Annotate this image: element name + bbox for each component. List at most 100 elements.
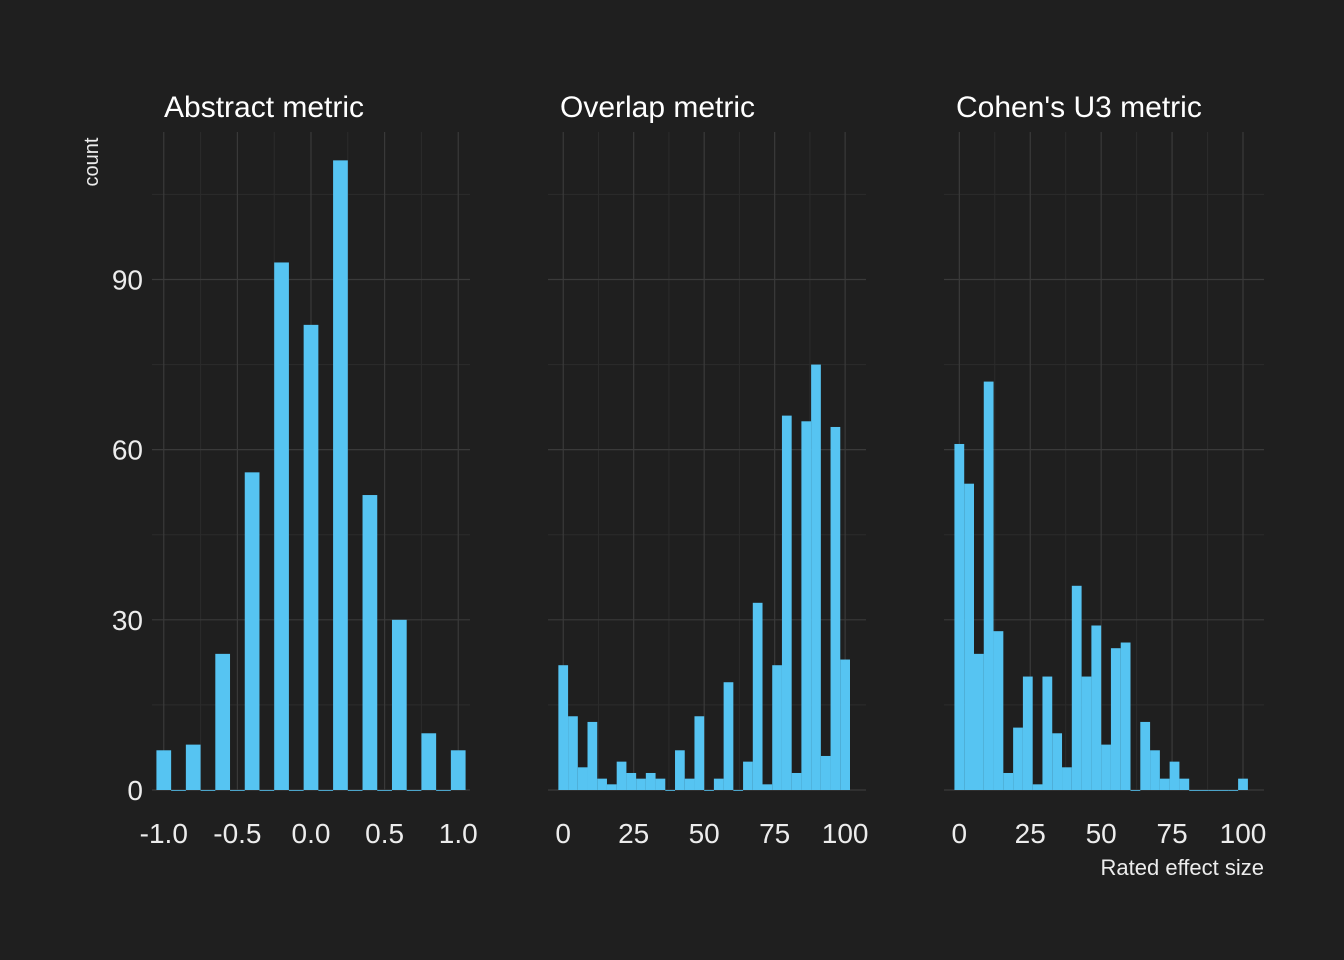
histogram-bar [733,790,744,791]
histogram-bar [964,483,974,790]
x-tick-label: 50 [1086,818,1117,849]
histogram-bar [752,602,763,790]
histogram-bar [362,495,378,790]
histogram-bar [983,381,994,790]
histogram-bar [274,262,289,790]
histogram-bar [1110,648,1121,790]
histogram-bar [1101,744,1111,790]
histogram-bar [450,750,466,790]
histogram-bar [801,421,812,790]
histogram-bar [1140,721,1151,790]
histogram-bar [171,790,186,791]
histogram-bar [558,665,569,790]
histogram-bar [645,772,656,790]
histogram-bar [568,716,578,790]
x-tick-label: 100 [822,818,869,849]
histogram-bar [1013,727,1023,790]
histogram-bar [303,324,319,790]
histogram-bar [713,778,724,790]
histogram-bar [830,426,841,790]
histogram-bar [1150,750,1160,790]
histogram-bar [288,790,304,791]
histogram-bar [215,653,231,790]
x-axis-label: Rated effect size [1101,855,1264,880]
histogram-bar [1052,733,1063,790]
histogram-bar [1091,625,1102,790]
x-tick-label: 25 [618,818,649,849]
histogram-bar [1042,676,1053,790]
histogram-bar [587,721,598,790]
panel-title: Abstract metric [164,91,364,124]
histogram-bar [626,772,637,790]
histogram-bar [1062,767,1072,790]
x-tick-label: 0.5 [365,818,404,849]
x-tick-label: 75 [759,818,790,849]
histogram-bar [694,716,705,790]
histogram-bar [391,619,407,790]
histogram-bar [1120,642,1131,790]
histogram-bar [1159,778,1170,790]
x-tick-label: 0 [952,818,968,849]
histogram-bar [333,160,348,791]
histogram-bar [655,778,666,790]
histogram-bar [1179,778,1190,790]
histogram-bar [743,761,753,790]
histogram-bar [762,784,773,790]
x-tick-label: -1.0 [140,818,188,849]
x-tick-label: 1.0 [439,818,478,849]
histogram-bar [347,790,363,791]
histogram-bar [156,750,172,790]
histogram-bar [616,761,627,790]
histogram-bar [665,790,676,791]
histogram-bar [185,744,201,790]
histogram-bar [577,767,588,790]
histogram-bar [1003,772,1014,790]
histogram-bar [406,790,422,791]
histogram-bar [684,778,695,790]
histogram-bar [1198,790,1209,791]
histogram-bar [820,755,831,790]
y-axis-label: count [81,137,103,186]
histogram-bar [954,443,965,790]
histogram-bar [723,682,734,790]
histogram-bar [1218,790,1229,791]
histogram-bar [1208,790,1219,791]
histogram-bar [1071,585,1082,790]
histogram-bar [772,665,782,790]
histogram-bar [1189,790,1199,791]
histogram-bar [230,790,245,791]
histogram-bar [1032,784,1043,790]
histogram-bar [597,778,607,790]
y-tick-label: 30 [112,605,143,636]
x-tick-label: -0.5 [213,818,261,849]
panel-title: Overlap metric [560,91,755,124]
histogram-bar [1228,790,1239,791]
histogram-bar [318,790,334,791]
y-tick-label: 0 [127,775,143,806]
histogram-bar [636,778,646,790]
histogram-bar [974,653,984,790]
histogram-bar [840,659,851,790]
histogram-bar [244,472,260,790]
x-tick-label: 0 [555,818,571,849]
x-tick-label: 0.0 [292,818,331,849]
histogram-bar [675,750,685,790]
x-tick-label: 100 [1220,818,1267,849]
histogram-bar [704,790,714,791]
histogram-bar [606,784,617,790]
histogram-bar [791,772,802,790]
histogram-bar [259,790,275,791]
histogram-bar [1130,790,1141,791]
y-tick-label: 90 [112,264,143,295]
histogram-bar [1169,761,1180,790]
x-tick-label: 75 [1157,818,1188,849]
histogram-bar [1238,778,1248,790]
histogram-bar [436,790,451,791]
histogram-bar [200,790,216,791]
histogram-bar [421,733,437,790]
x-tick-label: 25 [1015,818,1046,849]
y-tick-label: 60 [112,435,143,466]
panel-title: Cohen's U3 metric [956,91,1202,124]
histogram-bar [1081,676,1092,790]
histogram-bar [1022,676,1033,790]
